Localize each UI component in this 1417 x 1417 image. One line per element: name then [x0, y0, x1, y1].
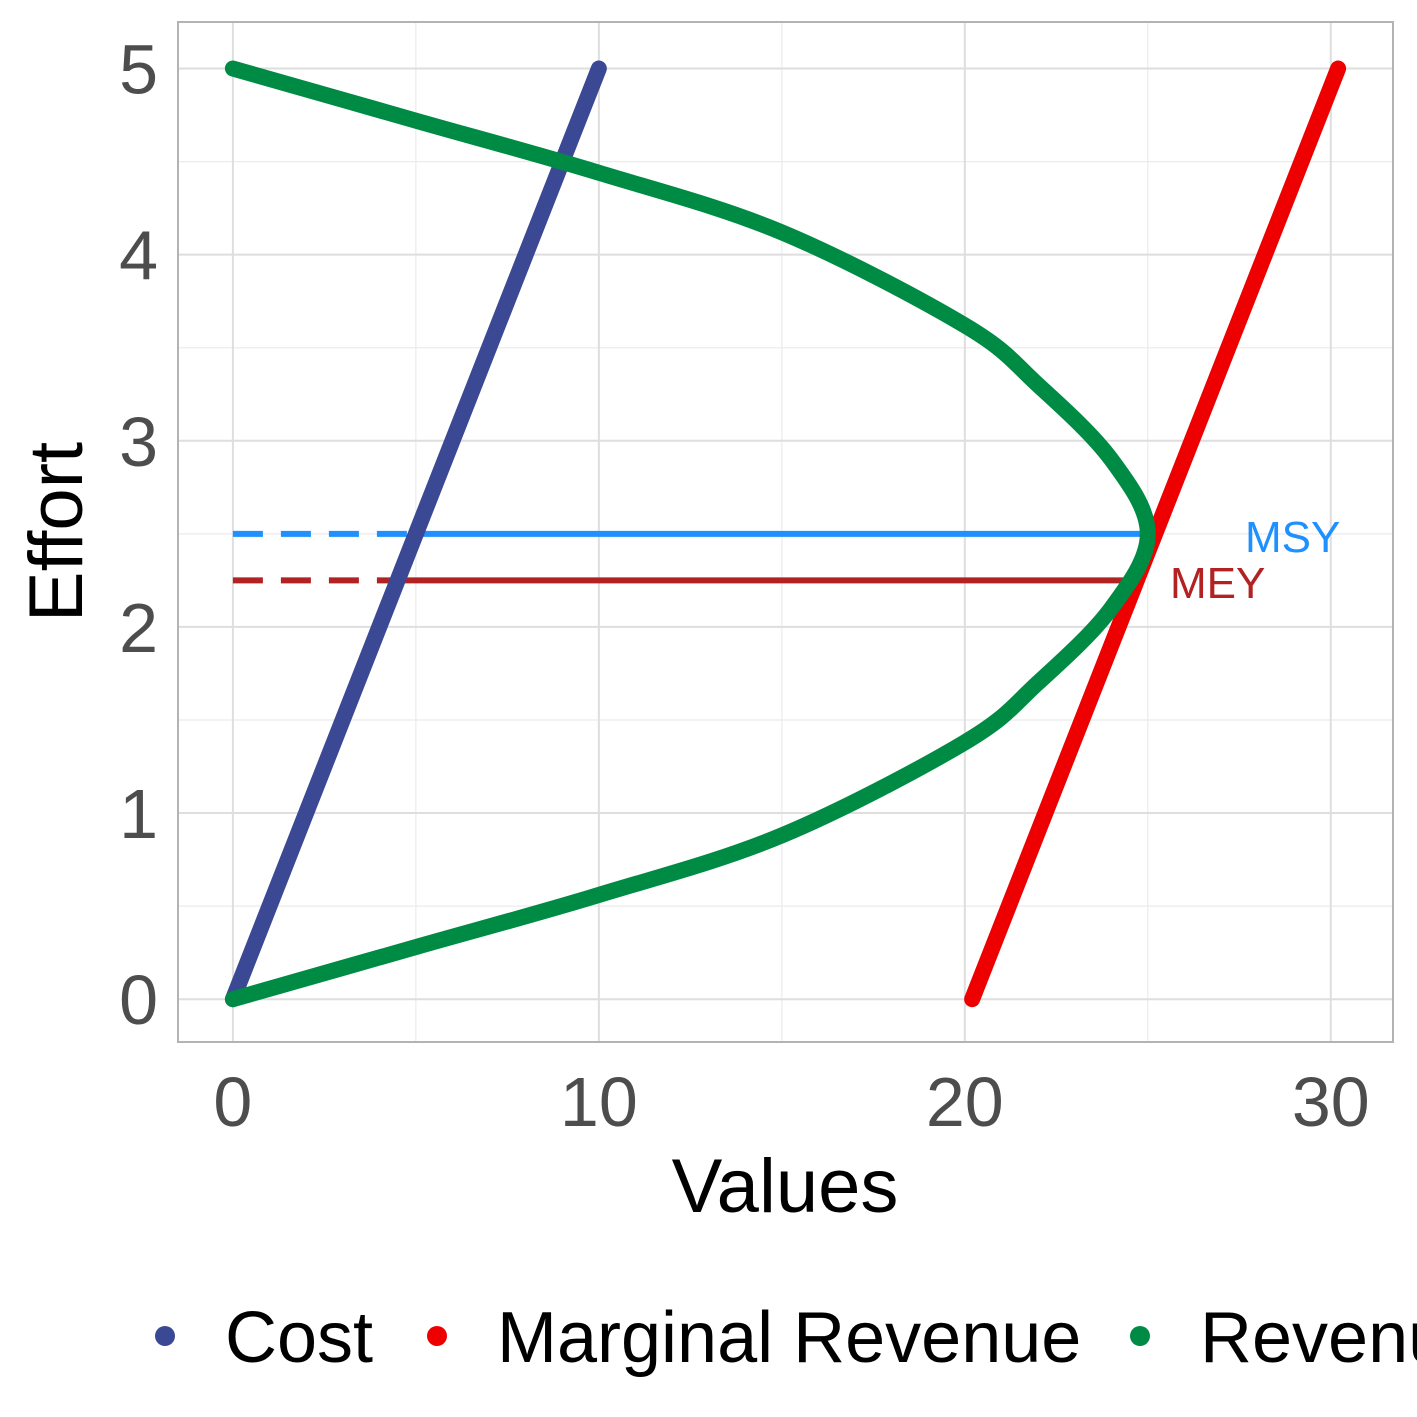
series-cost	[224, 60, 607, 1008]
y-axis-ticks: 0 1 2 3 4 5	[119, 31, 158, 1040]
legend-label-revenue: Revenue	[1200, 1298, 1417, 1378]
y-tick-label: 2	[119, 589, 158, 667]
legend: Cost Marginal Revenue Revenue	[155, 1298, 1417, 1378]
x-tick-label: 10	[560, 1063, 638, 1141]
legend-key-marginal-revenue	[427, 1326, 447, 1346]
y-tick-label: 1	[119, 775, 158, 853]
x-tick-label: 30	[1292, 1063, 1370, 1141]
x-tick-label: 20	[926, 1063, 1004, 1141]
y-axis-title: Effort	[14, 442, 99, 622]
y-tick-label: 3	[119, 403, 158, 481]
x-axis-ticks: 0 10 20 30	[213, 1063, 1369, 1141]
mey-label: MEY	[1170, 559, 1265, 608]
legend-label-marginal-revenue: Marginal Revenue	[497, 1298, 1081, 1378]
reference-lines	[232, 530, 1148, 584]
y-tick-label: 4	[119, 217, 158, 295]
y-tick-label: 5	[119, 31, 158, 109]
legend-key-revenue	[1130, 1326, 1150, 1346]
legend-key-cost	[155, 1326, 175, 1346]
y-tick-label: 0	[119, 961, 158, 1039]
legend-label-cost: Cost	[225, 1298, 373, 1378]
series-revenue	[224, 60, 1156, 1008]
x-axis-title: Values	[672, 1144, 899, 1229]
msy-label: MSY	[1245, 513, 1340, 562]
x-tick-label: 0	[213, 1063, 252, 1141]
panel-border	[177, 21, 1394, 1043]
series-layer	[224, 60, 1347, 1008]
